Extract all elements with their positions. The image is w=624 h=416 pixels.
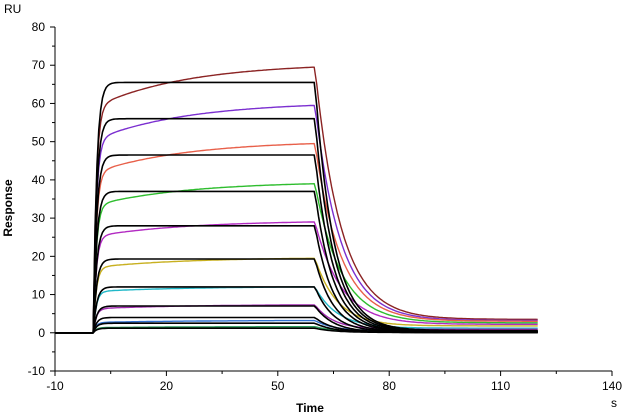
y-unit-label: RU bbox=[4, 2, 21, 16]
y-tick-label: 60 bbox=[32, 96, 46, 110]
y-tick-label: 50 bbox=[32, 135, 46, 149]
x-tick-label: 140 bbox=[602, 379, 622, 393]
curves bbox=[55, 66, 538, 334]
y-tick-label: 0 bbox=[38, 326, 45, 340]
x-tick-label: 50 bbox=[271, 379, 285, 393]
x-tick-label: -10 bbox=[46, 379, 64, 393]
measured-curve bbox=[55, 183, 538, 334]
measured-curve bbox=[55, 66, 538, 334]
axes: -10 0 10 20 30 40 50 60 70 80 -10 20 50 80 110 140 bbox=[28, 20, 623, 393]
x-unit-label: s bbox=[611, 396, 617, 410]
y-tick-label: 40 bbox=[32, 173, 46, 187]
x-axis-title: Time bbox=[296, 401, 324, 415]
y-tick-label: 10 bbox=[32, 288, 46, 302]
y-tick-label: 20 bbox=[32, 249, 46, 263]
y-tick-label: -10 bbox=[28, 364, 46, 378]
measured-curve bbox=[55, 104, 538, 334]
measured-curve bbox=[55, 221, 538, 334]
y-tick-label: 70 bbox=[32, 58, 46, 72]
x-tick-label: 110 bbox=[491, 379, 510, 393]
y-axis-title: Response bbox=[1, 179, 15, 237]
x-tick-label: 80 bbox=[383, 379, 397, 393]
x-tick-label: 20 bbox=[160, 379, 174, 393]
y-tick-label: 30 bbox=[32, 211, 46, 225]
fit-curve bbox=[55, 327, 538, 334]
y-tick-label: 80 bbox=[32, 20, 46, 34]
